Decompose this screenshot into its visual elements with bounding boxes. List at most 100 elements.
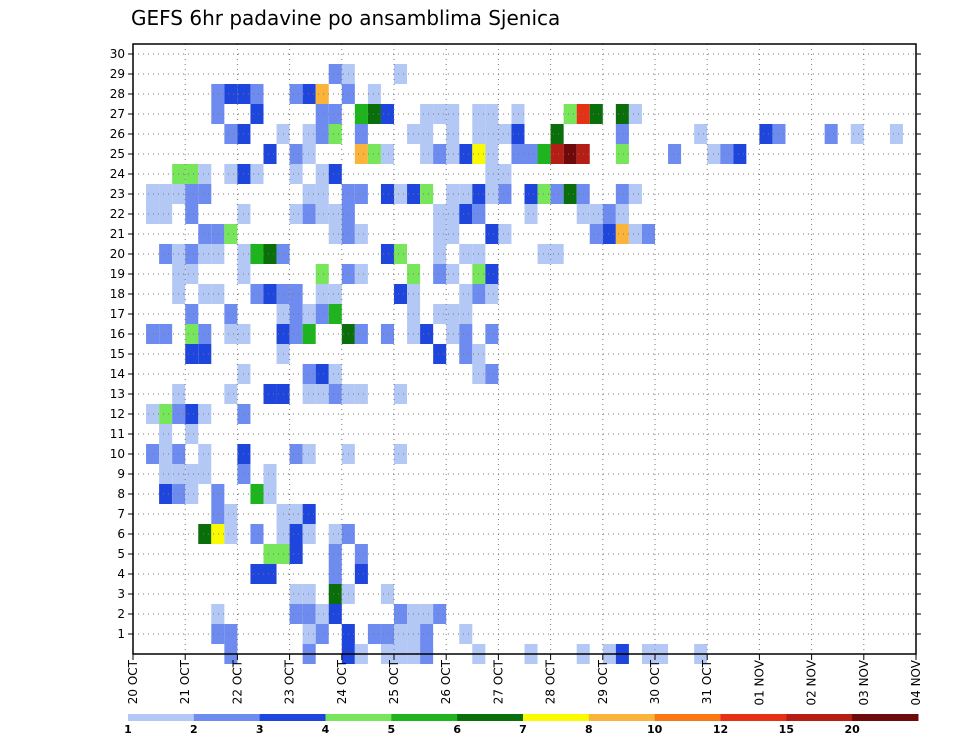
heatmap-cell xyxy=(615,144,629,164)
heatmap-cell xyxy=(289,164,303,184)
heatmap-cell xyxy=(433,144,447,164)
heatmap-cell xyxy=(524,144,538,164)
y-tick-label: 29 xyxy=(110,67,125,81)
y-tick-label: 25 xyxy=(110,147,125,161)
heatmap-cell xyxy=(498,164,512,184)
plot-frame xyxy=(132,43,917,655)
heatmap-cell xyxy=(485,264,499,284)
heatmap-cell xyxy=(485,224,499,244)
heatmap-cell xyxy=(446,204,460,224)
heatmap-cell xyxy=(602,224,616,244)
heatmap-cell xyxy=(380,184,394,204)
y-tick-label: 24 xyxy=(110,167,125,181)
heatmap-cell xyxy=(185,324,199,344)
heatmap-cell xyxy=(289,524,303,544)
y-tick-label: 12 xyxy=(110,407,125,421)
heatmap-cell xyxy=(328,564,342,584)
colorbar-label: 10 xyxy=(647,723,663,736)
heatmap-cell xyxy=(224,84,238,104)
heatmap-cell xyxy=(315,164,329,184)
heatmap-cell xyxy=(328,304,342,324)
y-tick-label: 14 xyxy=(110,367,125,381)
heatmap-cell xyxy=(420,184,434,204)
heatmap-cell xyxy=(459,244,473,264)
y-tick-label: 13 xyxy=(110,387,125,401)
colorbar-swatch xyxy=(588,714,656,721)
heatmap-cell xyxy=(485,164,499,184)
heatmap-cell xyxy=(315,204,329,224)
heatmap-cell xyxy=(420,124,434,144)
x-tick-label: 21 OCT xyxy=(178,659,192,704)
heatmap-cell xyxy=(289,304,303,324)
heatmap-cell xyxy=(211,244,225,264)
heatmap-cell xyxy=(302,144,316,164)
heatmap-cell xyxy=(824,124,838,144)
colorbar-swatch xyxy=(193,714,261,721)
y-tick-label: 18 xyxy=(110,287,125,301)
heatmap-cell xyxy=(602,204,616,224)
heatmap-cell xyxy=(302,504,316,524)
heatmap-cell xyxy=(589,224,603,244)
heatmap-cell xyxy=(250,484,264,504)
heatmap-cell xyxy=(315,304,329,324)
heatmap-cell xyxy=(302,184,316,204)
heatmap-cell xyxy=(354,544,368,564)
colorbar-label: 6 xyxy=(453,723,461,736)
heatmap-cell xyxy=(185,244,199,264)
heatmap-cell xyxy=(315,364,329,384)
heatmap-cell xyxy=(394,184,408,204)
heatmap-cell xyxy=(328,584,342,604)
heatmap-cell xyxy=(433,344,447,364)
heatmap-cell xyxy=(224,524,238,544)
heatmap-cell xyxy=(146,404,160,424)
heatmap-cell xyxy=(289,324,303,344)
heatmap-cell xyxy=(302,364,316,384)
heatmap-cell xyxy=(433,244,447,264)
heatmap-cell xyxy=(263,384,277,404)
heatmap-cell xyxy=(380,324,394,344)
y-tick-label: 21 xyxy=(110,227,125,241)
heatmap-cell xyxy=(224,164,238,184)
heatmap-cell xyxy=(315,104,329,124)
heatmap-cell xyxy=(511,124,525,144)
y-tick-label: 27 xyxy=(110,107,125,121)
heatmap-cell xyxy=(302,584,316,604)
heatmap-cell xyxy=(354,104,368,124)
heatmap-cell xyxy=(302,304,316,324)
heatmap-cell xyxy=(159,204,173,224)
heatmap-cell xyxy=(198,344,212,364)
heatmap-cell xyxy=(159,424,173,444)
colorbar-label: 5 xyxy=(388,723,396,736)
heatmap-cell xyxy=(263,484,277,504)
heatmap-cell xyxy=(354,224,368,244)
y-tick-label: 28 xyxy=(110,87,125,101)
heatmap-cell xyxy=(159,244,173,264)
heatmap-cell xyxy=(367,104,381,124)
heatmap-cell xyxy=(198,244,212,264)
heatmap-cell xyxy=(694,124,708,144)
heatmap-cell xyxy=(615,124,629,144)
heatmap-cell xyxy=(250,244,264,264)
colorbar-swatch xyxy=(852,714,919,721)
heatmap-cell xyxy=(302,624,316,644)
heatmap-cell xyxy=(485,104,499,124)
x-tick-label: 29 OCT xyxy=(596,659,610,704)
heatmap-cell xyxy=(211,484,225,504)
heatmap-cell xyxy=(328,104,342,124)
colorbar-swatch xyxy=(259,714,326,721)
heatmap-cell xyxy=(159,324,173,344)
x-tick-label: 01 NOV xyxy=(752,659,766,705)
heatmap-cell xyxy=(328,224,342,244)
heatmap-cell xyxy=(733,144,747,164)
heatmap-cell xyxy=(211,104,225,124)
heatmap-cell xyxy=(433,224,447,244)
heatmap-cell xyxy=(354,184,368,204)
heatmap-cell xyxy=(433,264,447,284)
heatmap-cell xyxy=(628,224,642,244)
heatmap-cell xyxy=(146,444,160,464)
x-tick-label: 24 OCT xyxy=(335,659,349,704)
heatmap-cell xyxy=(420,104,434,124)
heatmap-cell xyxy=(263,284,277,304)
colorbar-label: 15 xyxy=(779,723,794,736)
